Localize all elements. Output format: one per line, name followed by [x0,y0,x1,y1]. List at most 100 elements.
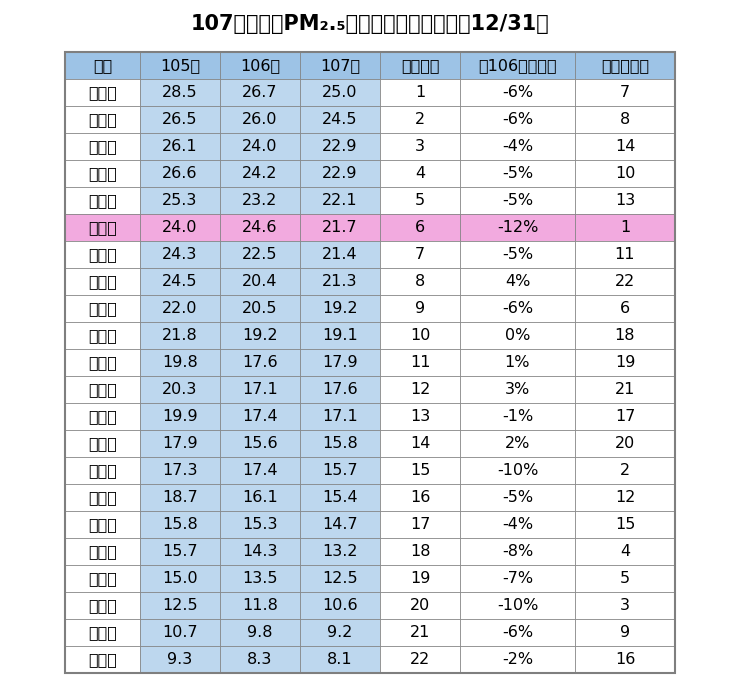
Text: 新竹縣: 新竹縣 [88,436,117,451]
Bar [65,214,140,241]
Text: -5%: -5% [502,490,533,505]
Bar [575,79,675,106]
Bar [140,106,220,133]
Bar [575,106,675,133]
Text: 9.3: 9.3 [167,652,192,667]
Bar [300,538,380,565]
Text: -6%: -6% [502,112,533,127]
Text: 屏東縣: 屏東縣 [88,463,117,478]
Text: 15.8: 15.8 [162,517,198,532]
Text: 18.7: 18.7 [162,490,198,505]
Text: 106年: 106年 [240,58,280,73]
Text: 21: 21 [410,625,430,640]
Text: 9: 9 [415,301,425,316]
Text: 5: 5 [620,571,630,586]
Bar [220,187,300,214]
Text: 26.7: 26.7 [242,85,278,100]
Text: 17.9: 17.9 [162,436,198,451]
Text: 22.1: 22.1 [322,193,358,208]
Bar [460,241,575,268]
Text: 21.8: 21.8 [162,328,198,343]
Text: 20.5: 20.5 [242,301,278,316]
Text: 10: 10 [410,328,430,343]
Text: 17.6: 17.6 [322,382,358,397]
Text: 17.1: 17.1 [242,382,278,397]
Text: 21.7: 21.7 [322,220,358,235]
Text: 新北市: 新北市 [88,490,117,505]
Text: 15.0: 15.0 [162,571,198,586]
Bar [140,376,220,403]
Bar [300,79,380,106]
Text: 嘉義縣: 嘉義縣 [88,193,117,208]
Text: 26.5: 26.5 [162,112,198,127]
Text: 2%: 2% [505,436,530,451]
Bar [300,376,380,403]
Text: 18: 18 [615,328,635,343]
Bar [65,52,675,673]
Bar [300,295,380,322]
Bar [300,214,380,241]
Bar [380,349,460,376]
Bar [140,268,220,295]
Bar [300,133,380,160]
Bar [220,457,300,484]
Text: 12.5: 12.5 [322,571,358,586]
Text: 5: 5 [415,193,425,208]
Bar [380,52,460,79]
Bar [575,187,675,214]
Bar [380,79,460,106]
Text: 與106年改善率: 與106年改善率 [478,58,556,73]
Text: 24.0: 24.0 [242,139,278,154]
Bar [65,646,140,673]
Text: -10%: -10% [497,598,538,613]
Text: 13.2: 13.2 [322,544,357,559]
Bar [380,430,460,457]
Bar [65,160,140,187]
Bar [65,187,140,214]
Text: 澎湖縣: 澎湖縣 [88,517,117,532]
Text: 14: 14 [410,436,430,451]
Bar [140,565,220,592]
Text: 13: 13 [410,409,430,424]
Text: 3%: 3% [505,382,530,397]
Bar [65,511,140,538]
Bar [380,511,460,538]
Text: -8%: -8% [502,544,533,559]
Bar [220,241,300,268]
Bar [460,457,575,484]
Bar [220,133,300,160]
Text: 11: 11 [410,355,430,370]
Bar [460,376,575,403]
Bar [460,646,575,673]
Text: 19: 19 [410,571,430,586]
Bar [220,79,300,106]
Text: 19.9: 19.9 [162,409,198,424]
Bar [65,457,140,484]
Bar [140,187,220,214]
Text: -6%: -6% [502,85,533,100]
Text: -5%: -5% [502,166,533,181]
Text: 22: 22 [410,652,430,667]
Bar [575,52,675,79]
Bar [575,133,675,160]
Bar [65,241,140,268]
Bar [140,403,220,430]
Bar [380,646,460,673]
Bar [65,52,140,79]
Bar [140,430,220,457]
Bar [380,160,460,187]
Text: 22.5: 22.5 [242,247,278,262]
Text: 15.7: 15.7 [322,463,358,478]
Bar [460,295,575,322]
Text: 10: 10 [615,166,635,181]
Bar [460,511,575,538]
Bar [380,592,460,619]
Bar [140,511,220,538]
Bar [300,349,380,376]
Text: 1: 1 [620,220,630,235]
Text: 15: 15 [410,463,430,478]
Bar [220,349,300,376]
Bar [460,106,575,133]
Bar [380,457,460,484]
Text: 6: 6 [415,220,425,235]
